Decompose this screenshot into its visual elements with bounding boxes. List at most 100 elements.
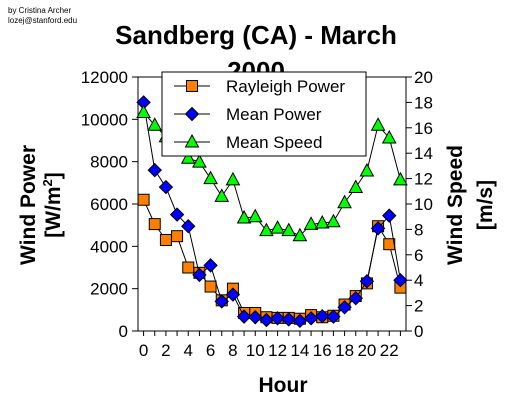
- data-point-mean-speed: [259, 222, 274, 237]
- y-left-tick-label: 4000: [90, 237, 128, 256]
- x-axis-label: Hour: [259, 374, 308, 397]
- y-right-tick-label: 4: [414, 271, 423, 290]
- data-point-mean-speed: [359, 162, 375, 177]
- y-right-tick-label: 8: [414, 220, 423, 239]
- y-axis-left-label-unit: [W/m: [42, 186, 65, 237]
- y-left-tick-label: 6000: [90, 195, 128, 214]
- data-point-mean-power: [169, 207, 185, 222]
- data-point-mean-speed: [147, 117, 163, 131]
- data-point-mean-power: [181, 219, 196, 234]
- data-point-rayleigh-power: [148, 218, 161, 231]
- data-point-mean-speed: [303, 216, 319, 230]
- y-right-tick-label: 2: [414, 297, 423, 316]
- legend: Rayleigh Power Mean Power Mean Speed: [161, 71, 367, 157]
- data-point-mean-power: [370, 221, 386, 236]
- data-point-mean-power: [225, 287, 241, 302]
- data-point-mean-speed: [337, 194, 352, 209]
- x-tick-label: 6: [206, 341, 215, 360]
- x-tick-label: 14: [290, 341, 309, 360]
- y-axis-left-label-bracket: ]: [42, 172, 65, 179]
- y-right-tick-label: 16: [414, 119, 433, 138]
- axes: 0200040006000800010000120000246810121416…: [81, 68, 433, 360]
- data-point-mean-speed: [270, 220, 285, 234]
- data-point-mean-power: [393, 272, 408, 288]
- data-point-mean-power: [326, 309, 341, 324]
- data-point-mean-speed: [348, 179, 364, 193]
- x-tick-label: 18: [335, 341, 354, 360]
- credit-author: by Cristina Archer: [8, 6, 71, 15]
- y-axis-left-label-exponent: 2: [40, 179, 55, 186]
- y-left-tick-label: 0: [119, 322, 128, 341]
- y-left-tick-label: 2000: [90, 280, 128, 299]
- y-right-tick-label: 12: [414, 170, 433, 189]
- data-point-mean-power: [270, 311, 285, 326]
- data-point-mean-speed: [381, 129, 397, 144]
- data-point-mean-speed: [136, 104, 151, 119]
- y-right-tick-label: 18: [414, 93, 433, 112]
- series-layer: [136, 95, 408, 329]
- data-point-rayleigh-power: [137, 193, 150, 206]
- y-left-tick-label: 8000: [90, 153, 128, 172]
- data-point-mean-power: [382, 208, 397, 223]
- data-point-mean-power: [192, 267, 207, 283]
- data-point-mean-power: [214, 294, 229, 309]
- series-mean-power: [136, 95, 408, 329]
- data-point-mean-speed: [292, 227, 308, 242]
- credit-email: lozej@stanford.edu: [8, 16, 77, 25]
- data-point-mean-speed: [281, 222, 297, 237]
- data-point-mean-speed: [326, 213, 341, 228]
- data-point-mean-power: [337, 300, 352, 315]
- legend-marker-mean-speed: [184, 133, 200, 148]
- legend-label-rayleigh-power: Rayleigh Power: [226, 77, 345, 96]
- data-point-mean-speed: [180, 150, 196, 164]
- data-point-mean-power: [315, 308, 330, 324]
- x-tick-label: 4: [184, 341, 193, 360]
- data-point-mean-speed: [192, 154, 207, 168]
- data-point-rayleigh-power: [383, 238, 396, 251]
- x-tick-label: 8: [228, 341, 237, 360]
- y-right-tick-label: 14: [414, 144, 433, 163]
- data-point-mean-speed: [370, 117, 386, 131]
- x-tick-label: 2: [161, 341, 170, 360]
- data-point-rayleigh-power: [159, 233, 172, 246]
- chart-title-line-1: Sandberg (CA) - March: [115, 20, 397, 50]
- data-point-mean-power: [158, 179, 174, 195]
- x-tick-label: 0: [139, 341, 148, 360]
- y-left-tick-label: 12000: [81, 68, 128, 87]
- data-point-mean-power: [147, 162, 162, 178]
- y-axis-right-label-line-1: Wind Speed: [444, 145, 467, 265]
- data-point-mean-power: [236, 309, 252, 324]
- data-point-rayleigh-power: [182, 261, 195, 274]
- x-tick-label: 22: [380, 341, 399, 360]
- y-right-tick-label: 20: [414, 68, 433, 87]
- legend-marker-rayleigh-power: [186, 80, 198, 92]
- data-point-mean-power: [359, 274, 375, 289]
- data-point-mean-speed: [225, 171, 241, 186]
- y-right-tick-label: 0: [414, 322, 423, 341]
- data-point-mean-power: [248, 310, 263, 325]
- x-tick-label: 12: [268, 341, 287, 360]
- x-tick-label: 16: [313, 341, 332, 360]
- data-point-mean-speed: [236, 209, 252, 224]
- data-point-mean-speed: [314, 215, 330, 229]
- data-point-rayleigh-power: [171, 230, 184, 243]
- y-axis-left-label-line-1: Wind Power: [17, 145, 40, 265]
- data-point-rayleigh-power: [204, 280, 217, 293]
- legend-label-mean-power: Mean Power: [226, 105, 322, 124]
- legend-marker-mean-power: [184, 106, 200, 122]
- data-point-mean-power: [348, 290, 363, 306]
- y-axis-left-label-line-2: [W/m2]: [40, 172, 65, 238]
- data-point-mean-power: [281, 312, 296, 327]
- y-axis-right-label-line-2: [m/s]: [474, 180, 497, 230]
- legend-label-mean-speed: Mean Speed: [226, 133, 322, 152]
- y-left-tick-label: 10000: [81, 110, 128, 129]
- y-right-tick-label: 10: [414, 195, 433, 214]
- x-tick-label: 10: [246, 341, 265, 360]
- y-right-tick-label: 6: [414, 246, 423, 265]
- data-point-mean-power: [203, 258, 218, 273]
- data-point-mean-speed: [214, 188, 230, 202]
- data-point-mean-power: [259, 312, 274, 328]
- data-point-mean-speed: [203, 170, 218, 185]
